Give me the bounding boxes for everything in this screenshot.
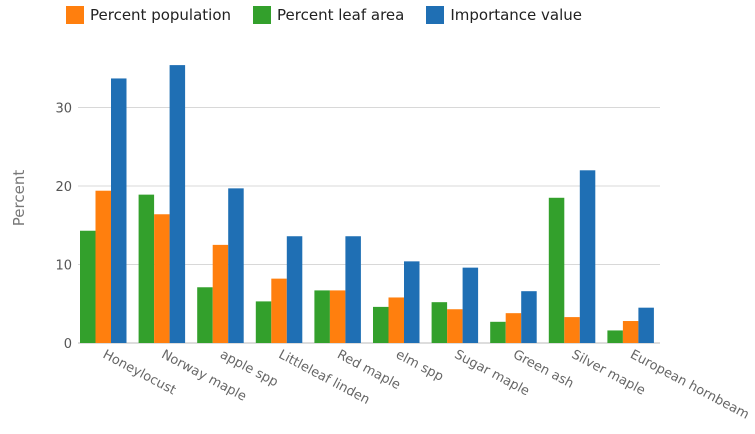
bar-percent-leaf-area[interactable] [197,287,213,343]
bar-percent-population[interactable] [271,278,287,343]
bar-importance-value[interactable] [228,188,244,343]
y-tick-label: 20 [55,180,72,195]
bar-percent-population[interactable] [95,190,112,343]
y-tick-label: 30 [55,102,72,117]
bars-layer [80,65,654,344]
bar-importance-value[interactable] [169,65,186,344]
bar-importance-value[interactable] [638,307,654,343]
bar-importance-value[interactable] [404,261,420,343]
bar-importance-value[interactable] [111,78,127,343]
bar-percent-leaf-area[interactable] [490,321,506,343]
bar-importance-value[interactable] [462,267,479,343]
y-axis-title: Percent [10,170,28,227]
legend-label-percent-population: Percent population [90,6,232,24]
legend-swatch-percent-population [66,6,84,24]
legend-swatch-importance-value [426,6,445,24]
bar-percent-population[interactable] [622,321,639,343]
legend-item-percent-population[interactable]: Percent population [66,6,231,24]
legend-item-importance-value[interactable]: Importance value [426,6,582,24]
bar-importance-value[interactable] [579,170,596,343]
bar-percent-leaf-area[interactable] [314,290,330,343]
bar-percent-population[interactable] [447,309,463,343]
bar-importance-value[interactable] [286,236,303,343]
bar-percent-leaf-area[interactable] [138,194,155,343]
bar-percent-population[interactable] [212,244,229,343]
bar-percent-leaf-area[interactable] [80,230,96,343]
bar-percent-leaf-area[interactable] [431,302,448,343]
bar-importance-value[interactable] [521,291,537,343]
bar-percent-leaf-area[interactable] [607,330,623,343]
legend-label-importance-value: Importance value [450,6,583,24]
bar-percent-leaf-area[interactable] [255,301,272,343]
bar-importance-value[interactable] [345,236,361,343]
bar-percent-population[interactable] [388,297,405,343]
legend: Percent population Percent leaf area Imp… [66,6,582,24]
y-tick-label: 10 [55,259,72,274]
legend-swatch-percent-leaf-area [253,6,272,24]
bar-percent-leaf-area[interactable] [373,306,389,343]
bar-percent-leaf-area[interactable] [548,197,565,343]
y-tick-label: 0 [64,337,72,352]
bar-percent-population[interactable] [154,214,170,343]
legend-item-percent-leaf-area[interactable]: Percent leaf area [253,6,404,24]
bar-percent-population[interactable] [505,313,522,343]
bar-percent-population[interactable] [329,290,346,343]
legend-label-percent-leaf-area: Percent leaf area [277,6,405,24]
bar-percent-population[interactable] [564,317,580,343]
